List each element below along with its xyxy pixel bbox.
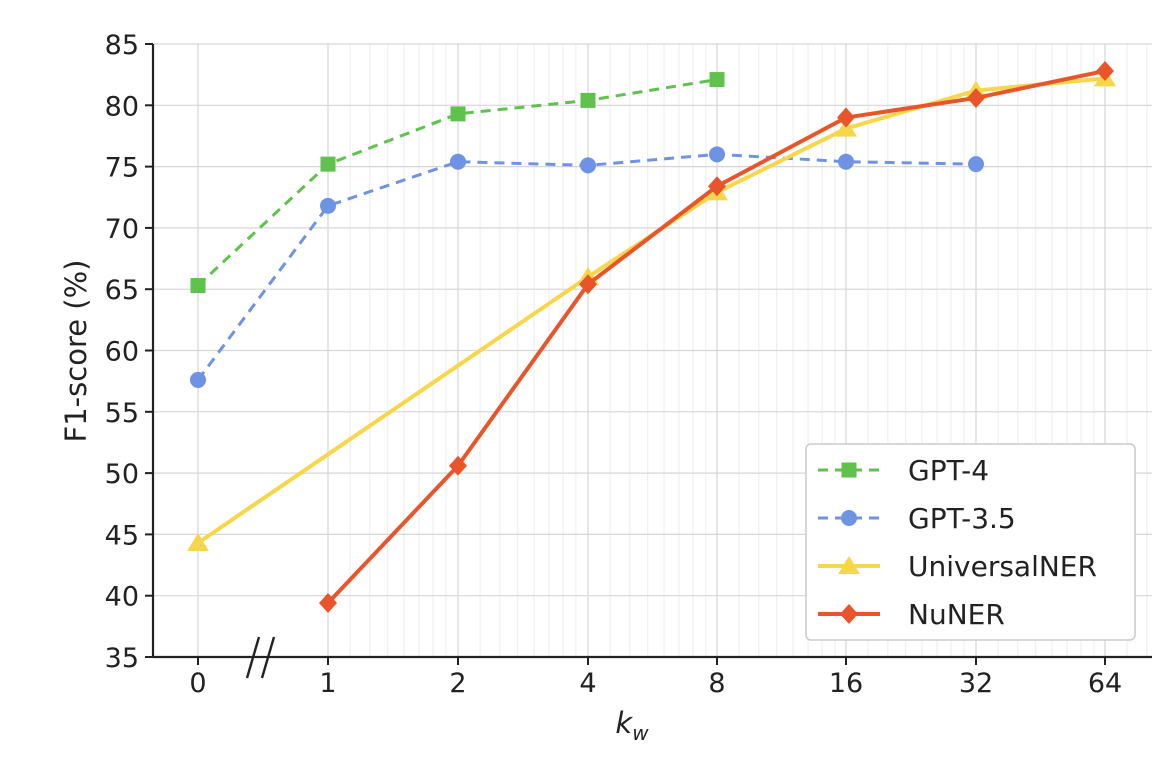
legend-item-gpt-3-5: GPT-3.5: [818, 502, 1016, 535]
data-point-gpt-4: [580, 92, 596, 108]
tick-labels: 35 40 45 50 55 60 65 70 75 80 85 0 1 2 4 8 16 32 64: [105, 30, 1123, 699]
x-tick-label: 0: [189, 668, 206, 699]
x-tick-label: 4: [579, 668, 596, 699]
y-tick-label: 35: [105, 643, 139, 674]
legend-label-gpt-4: GPT-4: [908, 454, 989, 487]
legend-label-universalner: UniversalNER: [908, 550, 1097, 583]
data-point-universalner: [187, 532, 209, 551]
legend-marker-gpt-3-5: [841, 510, 857, 526]
data-point-nuner: [1096, 60, 1114, 81]
data-point-gpt-4: [190, 278, 206, 294]
legend-box: [805, 443, 1136, 641]
series-gpt-4: [190, 72, 725, 294]
x-tick-label: 32: [959, 668, 993, 699]
y-tick-label: 85: [105, 30, 139, 61]
legend-item-gpt-4: GPT-4: [818, 454, 989, 487]
legend-label-gpt-3-5: GPT-3.5: [908, 502, 1016, 535]
data-point-universalner: [835, 118, 857, 137]
data-point-gpt-4: [320, 156, 336, 172]
x-axis-label-subscript: w: [632, 721, 649, 745]
data-point-nuner: [449, 455, 467, 476]
axis-break-marker: [245, 636, 276, 679]
x-tick-label: 16: [829, 668, 863, 699]
series-line-universalner: [196, 76, 1106, 545]
data-point-gpt-4: [709, 72, 725, 88]
legend-label-nuner: NuNER: [908, 598, 1005, 631]
x-axis-label-main: k: [615, 706, 633, 740]
x-tick-label: 1: [319, 668, 336, 699]
y-tick-label: 45: [105, 520, 139, 551]
data-point-nuner: [319, 593, 337, 614]
data-point-gpt-3-5: [320, 197, 336, 214]
data-point-gpt-3-5: [838, 153, 854, 170]
series-line-gpt-3-5: [196, 152, 977, 381]
x-tick-label: 2: [449, 668, 466, 699]
y-tick-label: 55: [105, 398, 139, 429]
y-tick-label: 50: [105, 459, 139, 490]
x-tick-label: 8: [708, 668, 725, 699]
y-tick-label: 40: [105, 582, 139, 613]
data-point-gpt-3-5: [709, 146, 725, 163]
series-nuner: [319, 60, 1114, 614]
legend-item-nuner: NuNER: [818, 598, 1005, 631]
major-gridlines: [153, 43, 1152, 658]
series-layer: [187, 60, 1116, 614]
y-tick-label: 75: [105, 153, 139, 184]
legend-marker-universalner: [838, 556, 860, 574]
data-point-nuner: [708, 176, 726, 197]
legend-marker-gpt-4: [841, 462, 857, 478]
data-point-nuner: [579, 274, 597, 295]
data-point-gpt-3-5: [450, 153, 466, 170]
data-point-gpt-3-5: [580, 157, 596, 174]
y-tick-label: 80: [105, 91, 139, 122]
x-tick-label: 64: [1088, 668, 1122, 699]
data-point-gpt-3-5: [968, 156, 984, 173]
y-axis-label: F1-score (%): [59, 260, 93, 443]
legend-item-universalner: UniversalNER: [818, 550, 1097, 583]
legend: GPT-4 GPT-3.5 UniversalNER NuNER: [805, 443, 1136, 641]
axes: [145, 43, 1152, 665]
y-tick-label: 60: [105, 337, 139, 368]
series-gpt-3-5: [190, 146, 984, 388]
y-tick-label: 70: [105, 214, 139, 245]
data-point-nuner: [837, 107, 855, 128]
data-point-gpt-3-5: [190, 371, 206, 388]
data-point-gpt-4: [450, 106, 466, 122]
y-tick-label: 65: [105, 275, 139, 306]
legend-marker-nuner: [840, 604, 858, 624]
data-point-nuner: [967, 87, 985, 108]
x-axis-label: kw: [615, 706, 649, 745]
